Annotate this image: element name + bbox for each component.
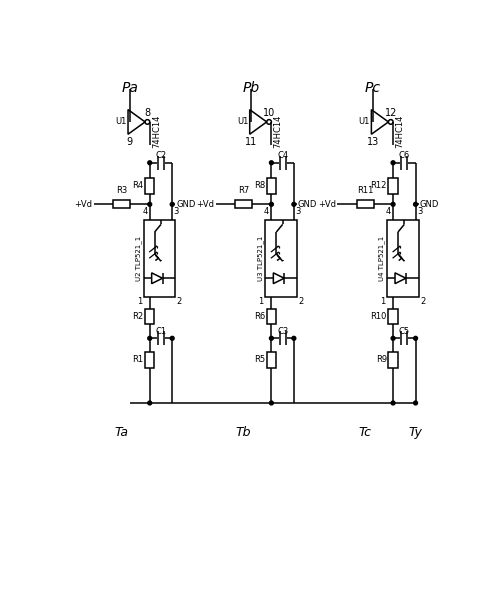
Text: U1: U1 (237, 117, 248, 126)
Text: R5: R5 (254, 355, 265, 364)
Text: U1: U1 (358, 117, 370, 126)
Circle shape (170, 202, 174, 206)
Text: 74HC14: 74HC14 (152, 114, 161, 147)
Circle shape (270, 401, 273, 405)
Text: 1: 1 (258, 298, 264, 307)
Circle shape (413, 202, 417, 206)
Text: 2: 2 (420, 298, 425, 307)
Circle shape (391, 401, 395, 405)
Text: 4: 4 (142, 207, 147, 216)
Circle shape (413, 337, 417, 340)
Text: 8: 8 (144, 108, 150, 118)
Bar (267, 309, 276, 325)
Text: GND: GND (419, 200, 439, 209)
Circle shape (292, 202, 296, 206)
Text: U2 TLP521_1: U2 TLP521_1 (135, 235, 142, 281)
Circle shape (292, 337, 296, 340)
Text: +Vd: +Vd (318, 200, 336, 209)
Bar (145, 178, 154, 193)
Text: 9: 9 (127, 137, 133, 147)
Circle shape (170, 337, 174, 340)
Text: R9: R9 (376, 355, 387, 364)
Text: R12: R12 (371, 181, 387, 190)
Circle shape (270, 202, 273, 206)
Text: Pb: Pb (243, 81, 260, 95)
Text: U1: U1 (115, 117, 127, 126)
Text: 10: 10 (263, 108, 275, 118)
Text: Pc: Pc (365, 81, 381, 95)
Text: R3: R3 (116, 186, 128, 195)
Text: 11: 11 (245, 137, 257, 147)
Bar (388, 178, 398, 193)
Circle shape (391, 161, 395, 165)
Bar (267, 352, 276, 368)
Text: R6: R6 (254, 312, 265, 321)
Circle shape (270, 337, 273, 340)
Text: 3: 3 (417, 207, 422, 216)
Text: Tc: Tc (358, 426, 372, 439)
Text: +Vd: +Vd (196, 200, 214, 209)
Text: 2: 2 (177, 298, 182, 307)
Text: 4: 4 (385, 207, 391, 216)
Text: C1: C1 (155, 327, 166, 336)
Text: 1: 1 (136, 298, 142, 307)
Text: Ty: Ty (409, 426, 422, 439)
Text: 12: 12 (384, 108, 397, 118)
Text: 74HC14: 74HC14 (395, 114, 405, 147)
Text: R11: R11 (357, 186, 373, 195)
Bar (143, 220, 175, 297)
Text: R4: R4 (133, 181, 143, 190)
Bar (388, 352, 398, 368)
Text: 3: 3 (174, 207, 179, 216)
Bar (265, 220, 297, 297)
Bar (356, 201, 374, 208)
Text: R10: R10 (371, 312, 387, 321)
Text: 1: 1 (380, 298, 385, 307)
Text: U4 TLP521_1: U4 TLP521_1 (379, 235, 385, 281)
Circle shape (148, 337, 152, 340)
Bar (388, 309, 398, 325)
Text: 74HC14: 74HC14 (273, 114, 283, 147)
Text: U3 TLP521_1: U3 TLP521_1 (257, 235, 264, 281)
Bar (145, 352, 154, 368)
Text: Tb: Tb (236, 426, 251, 439)
Text: 2: 2 (299, 298, 304, 307)
Text: R2: R2 (133, 312, 143, 321)
Bar (387, 220, 419, 297)
Text: C2: C2 (155, 152, 166, 161)
Text: Ta: Ta (115, 426, 129, 439)
Bar (145, 309, 154, 325)
Circle shape (391, 337, 395, 340)
Text: R1: R1 (133, 355, 143, 364)
Circle shape (391, 202, 395, 206)
Text: Pa: Pa (121, 81, 138, 95)
Circle shape (148, 202, 152, 206)
Text: +Vd: +Vd (74, 200, 92, 209)
Circle shape (270, 161, 273, 165)
Bar (113, 201, 130, 208)
Text: C4: C4 (277, 152, 288, 161)
Text: GND: GND (176, 200, 195, 209)
Bar (235, 201, 252, 208)
Text: 3: 3 (296, 207, 301, 216)
Circle shape (148, 401, 152, 405)
Circle shape (413, 401, 417, 405)
Text: C3: C3 (277, 327, 288, 336)
Text: R7: R7 (238, 186, 249, 195)
Text: C5: C5 (399, 327, 410, 336)
Text: R8: R8 (254, 181, 265, 190)
Circle shape (148, 161, 152, 165)
Text: 4: 4 (264, 207, 269, 216)
Text: 13: 13 (367, 137, 379, 147)
Text: C6: C6 (399, 152, 410, 161)
Text: GND: GND (298, 200, 317, 209)
Bar (267, 178, 276, 193)
